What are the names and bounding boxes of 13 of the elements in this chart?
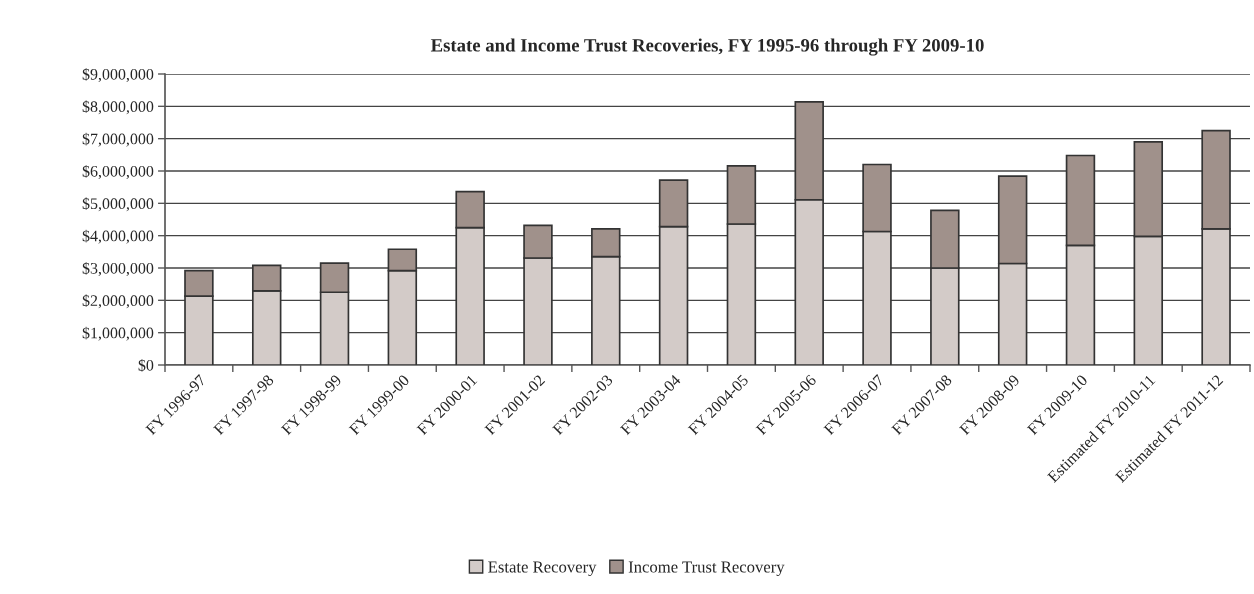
y-tick-label: $7,000,000 [82,132,154,147]
y-tick-label: $5,000,000 [82,197,154,212]
y-tick-label: $9,000,000 [82,67,154,82]
legend-label: Income Trust Recovery [628,561,785,577]
y-tick-label: $6,000,000 [82,164,154,179]
y-tick-label: $8,000,000 [82,100,154,115]
y-tick-label: $0 [138,358,154,372]
y-tick-label: $4,000,000 [82,229,154,244]
y-tick-label: $2,000,000 [82,294,154,309]
chart-title: Estate and Income Trust Recoveries, FY 1995-96 through FY 2009-10 [430,38,984,56]
y-tick-label: $1,000,000 [82,326,154,341]
y-tick-label: $3,000,000 [82,261,154,276]
legend-label: Estate Recovery [488,561,597,577]
